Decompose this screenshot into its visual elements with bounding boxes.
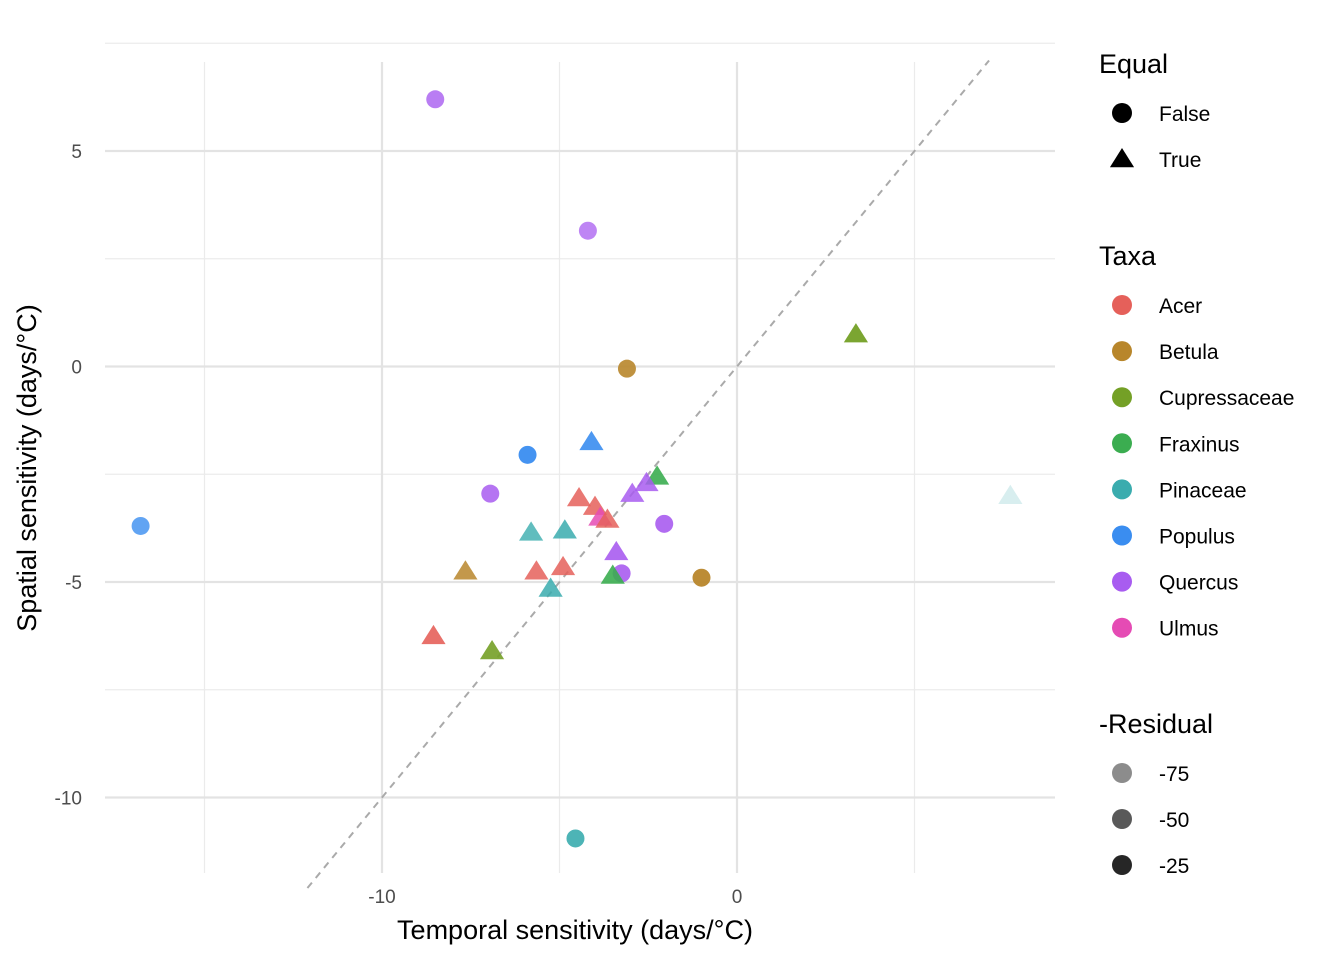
data-point-triangle (604, 540, 629, 561)
legend-label-equal: False (1159, 103, 1210, 126)
legend-label-residual: -50 (1159, 809, 1189, 832)
legend-label-taxa: Fraxinus (1159, 433, 1240, 456)
data-point-triangle (519, 521, 544, 541)
grid-major (105, 62, 1055, 873)
data-point-circle (518, 445, 537, 464)
legend-key-taxa (1112, 341, 1132, 362)
y-tick-label: -10 (55, 789, 82, 810)
data-point-triangle (524, 560, 549, 580)
data-point-triangle (453, 560, 478, 580)
data-point-triangle (550, 555, 576, 576)
legend-title-residual: -Residual (1099, 709, 1213, 739)
legend-key-circle (1112, 103, 1132, 123)
y-tick-label: -5 (65, 573, 82, 594)
legend-title-equal: Equal (1099, 49, 1168, 79)
legend-label-taxa: Ulmus (1159, 618, 1219, 641)
data-point-circle (131, 516, 150, 535)
x-tick-label: -10 (368, 887, 395, 908)
data-point-triangle (595, 508, 620, 528)
grid-minor (105, 42, 1055, 873)
data-point-triangle (634, 471, 659, 492)
legend-key-taxa (1112, 617, 1132, 638)
y-axis-title: Spatial sensitivity (days/°C) (12, 304, 42, 631)
legend-key-residual (1112, 855, 1132, 875)
legend-label-equal: True (1159, 149, 1201, 172)
y-tick-label: 5 (71, 142, 82, 163)
legend-label-taxa: Pinaceae (1159, 479, 1247, 502)
data-point-circle (655, 514, 674, 533)
y-tick-label: 0 (71, 358, 82, 379)
legend-key-residual (1112, 763, 1132, 783)
data-point-triangle (538, 577, 563, 597)
data-point-triangle (566, 486, 592, 507)
data-point-circle (692, 568, 711, 587)
legend-label-taxa: Quercus (1159, 572, 1238, 595)
y-axis-ticks: 5 0 -5 -10 (55, 142, 82, 810)
legend-key-triangle (1109, 148, 1135, 168)
legend-label-taxa: Acer (1159, 295, 1202, 318)
data-point-triangle (579, 430, 604, 451)
data-point-triangle (998, 484, 1023, 505)
data-point-circle (566, 829, 585, 848)
legend-label-residual: -25 (1159, 855, 1189, 878)
legend-key-taxa (1112, 479, 1132, 500)
legend-key-residual (1112, 809, 1132, 829)
data-point-circle (617, 359, 636, 378)
data-point-circle (481, 484, 500, 503)
data-point-circle (578, 221, 597, 240)
data-point-triangle (479, 639, 505, 660)
legend-key-taxa (1112, 433, 1132, 454)
legend-label-residual: -75 (1159, 763, 1189, 786)
data-point-triangle (421, 624, 446, 645)
data-points (131, 90, 1023, 848)
data-point-circle (426, 90, 445, 109)
reference-line (306, 59, 990, 889)
x-axis-title: Temporal sensitivity (days/°C) (397, 915, 753, 945)
legend-label-taxa: Betula (1159, 341, 1219, 364)
legend-key-taxa (1112, 571, 1132, 592)
legend-key-taxa (1112, 525, 1132, 546)
x-axis-ticks: -10 0 (368, 887, 742, 908)
data-point-triangle (552, 519, 577, 539)
legend-key-taxa (1112, 295, 1132, 315)
data-point-triangle (600, 564, 625, 584)
legend-title-taxa: Taxa (1099, 241, 1157, 271)
legend-key-taxa (1112, 387, 1132, 408)
x-tick-label: 0 (732, 887, 743, 908)
data-point-triangle (620, 482, 645, 502)
data-point-triangle (843, 323, 869, 343)
legend-label-taxa: Cupressaceae (1159, 387, 1294, 410)
legend-label-taxa: Populus (1159, 526, 1235, 549)
legend: Equal False True Taxa Acer Betula Cupressaceae… (1099, 49, 1294, 878)
